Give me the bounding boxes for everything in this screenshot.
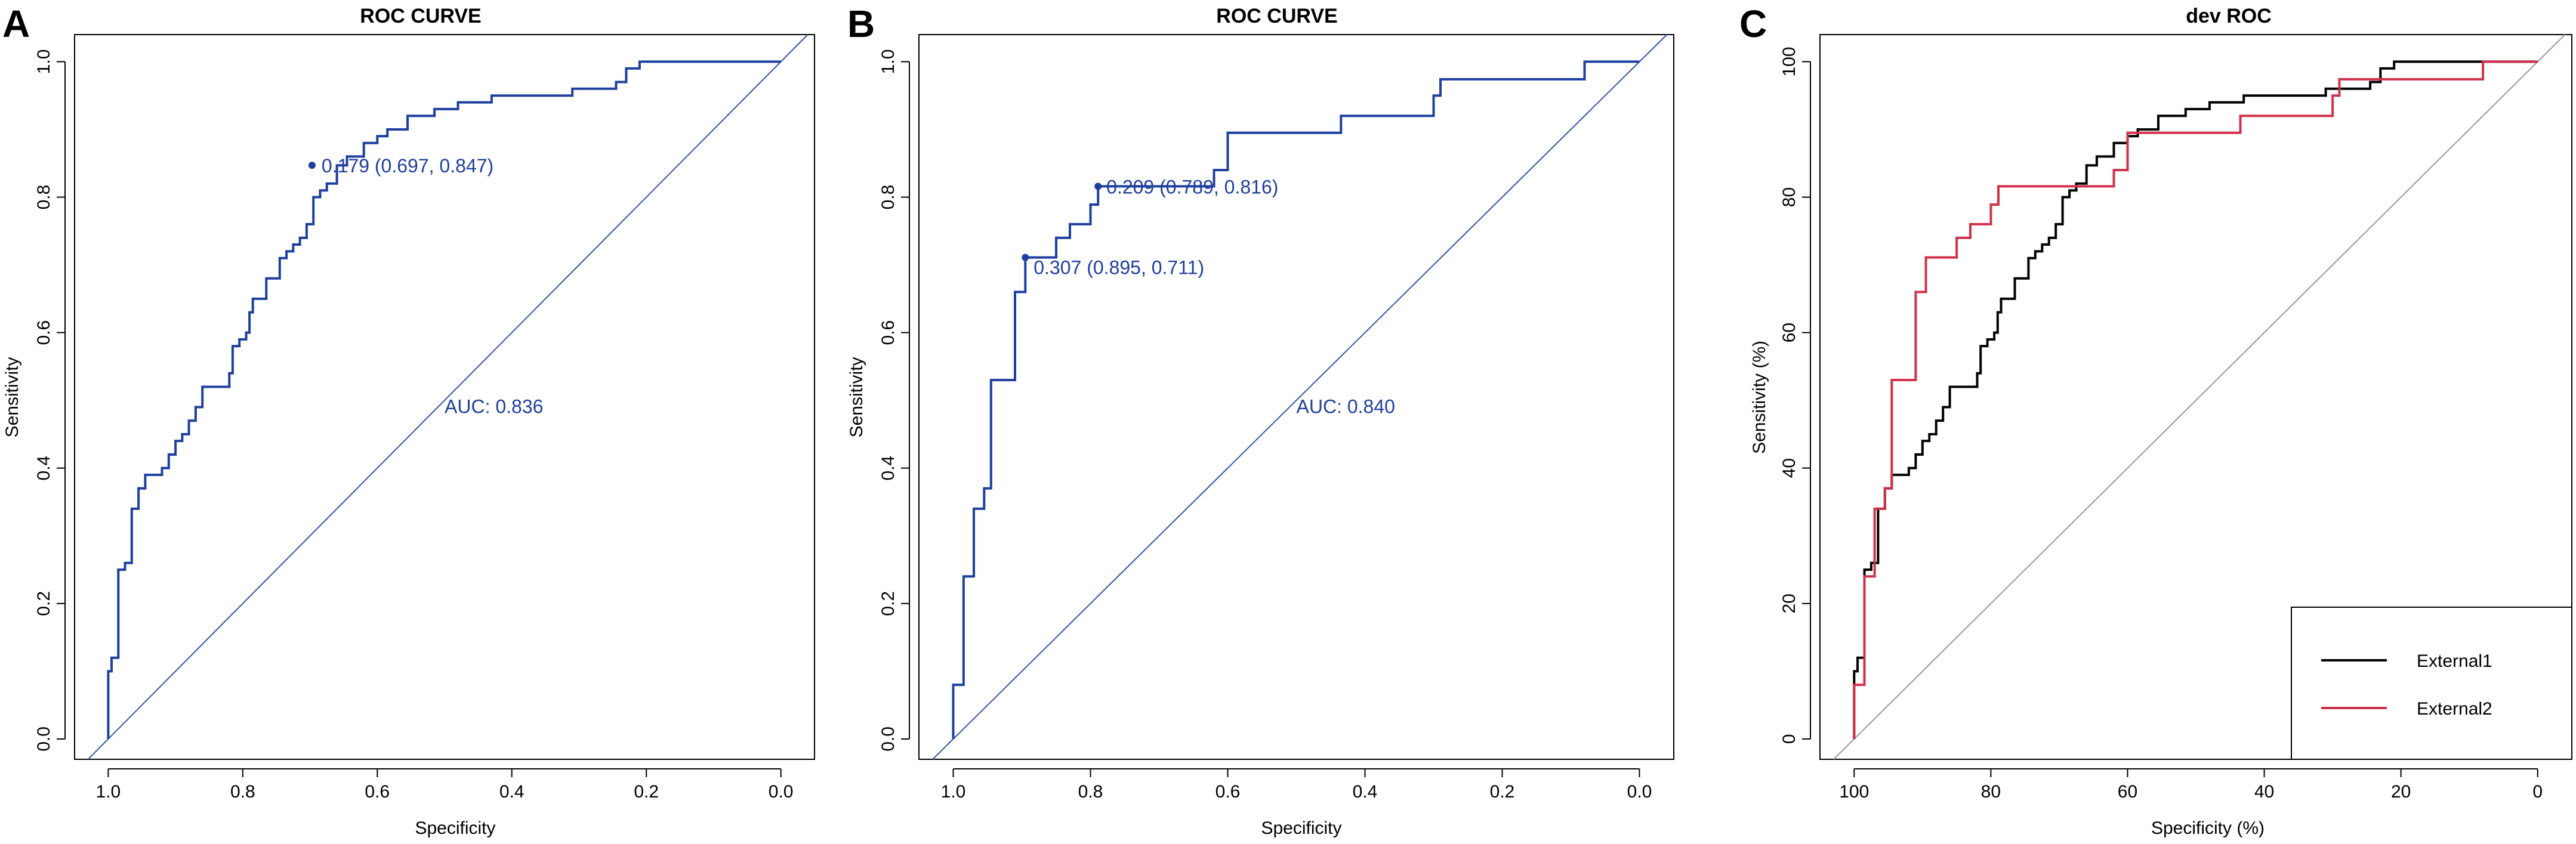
x-tick-label-a: 0.2 — [634, 782, 659, 802]
y-tick-label-b: 1.0 — [878, 50, 898, 75]
y-tick-label-a: 1.0 — [34, 50, 54, 75]
y-axis-label-a: Sensitivity — [2, 357, 22, 437]
y-tick-label-b: 0.4 — [878, 456, 898, 481]
y-axis-label-b: Sensitivity — [847, 357, 866, 437]
legend: External1 External2 — [2291, 607, 2572, 760]
plot-area-b — [901, 34, 1668, 777]
y-tick-label-c: 80 — [1779, 187, 1799, 207]
y-tick-label-c: 40 — [1779, 458, 1799, 478]
threshold-point-b — [1022, 253, 1029, 261]
panel-label-c: C — [1739, 2, 1767, 45]
legend-box — [2291, 607, 2572, 760]
threshold-point-b — [1094, 183, 1102, 190]
x-tick-label-a: 0.8 — [230, 782, 255, 802]
x-tick-label-c: 100 — [1839, 782, 1869, 802]
roc-series-roc-b — [952, 60, 1640, 739]
y-tick-label-b: 0.0 — [878, 726, 898, 752]
plot-frame-c — [1819, 34, 2572, 760]
x-tick-label-c: 0 — [2532, 782, 2543, 802]
threshold-point-a — [308, 162, 316, 169]
reference-line-a — [87, 34, 809, 760]
x-tick-label-b: 0.0 — [1627, 782, 1652, 802]
x-tick-label-a: 0.4 — [499, 782, 525, 802]
y-tick-label-b: 0.2 — [878, 591, 898, 616]
y-tick-label-a: 0.4 — [34, 456, 54, 481]
x-tick-label-a: 0.6 — [365, 782, 390, 802]
plot-area-a — [57, 34, 809, 777]
chart-title-b: ROC CURVE — [1216, 5, 1337, 27]
x-tick-label-b: 1.0 — [941, 782, 966, 802]
plot-frame-a — [74, 34, 815, 760]
marker-label-a: 0.179 (0.697, 0.847) — [322, 155, 493, 177]
reference-line-c — [1833, 34, 2566, 760]
plot-frame-b — [918, 34, 1674, 760]
axis-ticks-b: 1.0 0.8 0.6 0.4 0.2 0.0 0.0 0.2 0.4 0.6 … — [878, 50, 1652, 802]
x-tick-label-c: 20 — [2391, 782, 2411, 802]
legend-label-external2: External2 — [2417, 699, 2492, 719]
plot-area-c — [1802, 34, 2566, 777]
x-tick-label-b: 0.8 — [1078, 782, 1103, 802]
panel-label-a: A — [2, 2, 30, 45]
auc-label-a: AUC: 0.836 — [445, 396, 543, 418]
x-tick-label-b: 0.2 — [1490, 782, 1515, 802]
x-tick-label-b: 0.6 — [1215, 782, 1241, 802]
roc-series-external2-c — [1853, 60, 2538, 739]
x-tick-label-a: 0.0 — [769, 782, 794, 802]
panel-label-b: B — [847, 2, 875, 45]
x-tick-label-c: 80 — [1981, 782, 2001, 802]
x-axis-label-c: Specificity (%) — [2151, 818, 2265, 838]
panel-c: C dev ROC 100 80 60 40 20 0 0 20 40 60 8… — [1739, 2, 2572, 838]
y-tick-label-a: 0.8 — [34, 185, 54, 210]
y-tick-label-c: 100 — [1779, 47, 1799, 76]
y-tick-label-c: 60 — [1779, 323, 1799, 342]
y-tick-label-a: 0.6 — [34, 320, 54, 345]
y-tick-label-c: 0 — [1779, 734, 1799, 744]
x-axis-label-b: Specificity — [1261, 818, 1341, 838]
x-axis-label-a: Specificity — [415, 818, 495, 838]
roc-series-roc-a — [107, 60, 781, 739]
y-tick-label-a: 0.0 — [34, 726, 54, 752]
y-tick-label-c: 20 — [1779, 593, 1799, 613]
y-tick-label-b: 0.6 — [878, 320, 898, 345]
legend-label-external1: External1 — [2417, 651, 2492, 671]
x-tick-label-c: 60 — [2118, 782, 2137, 802]
panel-a: A ROC CURVE 1.0 0.8 0.6 0.4 0.2 0.0 0.0 … — [2, 2, 815, 838]
x-tick-label-c: 40 — [2254, 782, 2274, 802]
marker-label-b: 0.307 (0.895, 0.711) — [1034, 257, 1204, 279]
y-tick-label-b: 0.8 — [878, 185, 898, 210]
auc-label-b: AUC: 0.840 — [1297, 396, 1395, 418]
y-axis-label-c: Sensitivity (%) — [1750, 341, 1769, 454]
x-tick-label-a: 1.0 — [96, 782, 121, 802]
reference-line-b — [932, 34, 1668, 760]
marker-label-b: 0.209 (0.789, 0.816) — [1106, 176, 1278, 197]
x-tick-label-b: 0.4 — [1353, 782, 1378, 802]
chart-title-c: dev ROC — [2186, 5, 2272, 27]
panel-b: B ROC CURVE 1.0 0.8 0.6 0.4 0.2 0.0 0.0 … — [847, 2, 1674, 838]
roc-series-external1-c — [1853, 60, 2538, 739]
axis-ticks-a: 1.0 0.8 0.6 0.4 0.2 0.0 0.0 0.2 0.4 0.6 … — [34, 50, 793, 802]
y-tick-label-a: 0.2 — [34, 591, 54, 616]
axis-ticks-c: 100 80 60 40 20 0 0 20 40 60 80 100 — [1779, 47, 2543, 802]
chart-title-a: ROC CURVE — [360, 5, 481, 27]
